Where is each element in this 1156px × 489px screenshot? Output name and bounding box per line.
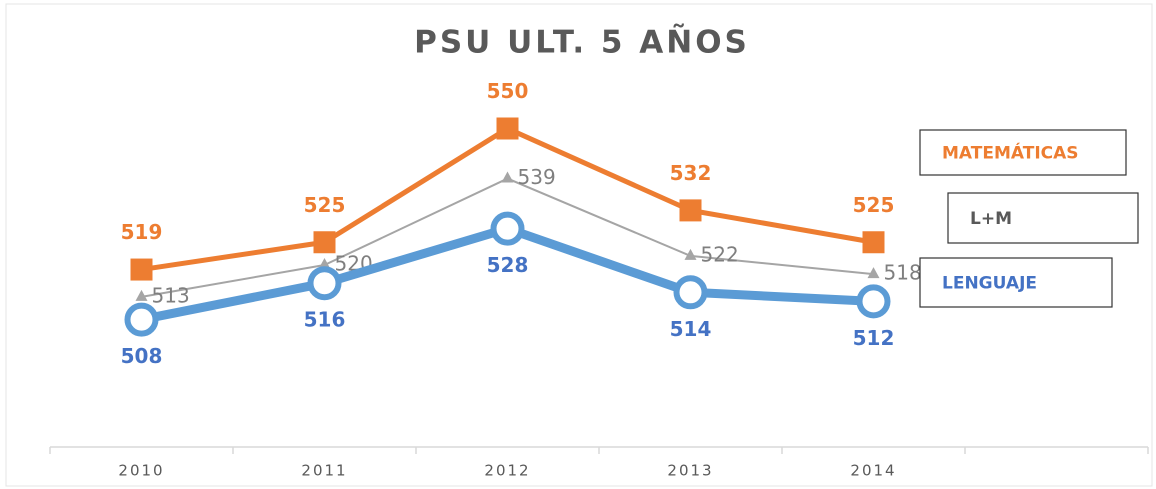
legend-box: [919, 257, 1113, 308]
marker: [679, 199, 702, 222]
marker: [490, 211, 525, 246]
data-label: 550: [487, 79, 529, 103]
x-tick-label: 2013: [667, 462, 713, 480]
data-label: 532: [670, 161, 712, 185]
x-tick-label: 2012: [484, 462, 530, 480]
legend-label: L+M: [970, 209, 1012, 229]
marker: [856, 284, 891, 319]
data-label: 514: [670, 317, 712, 341]
data-label: 528: [487, 253, 529, 277]
chart-frame: [5, 3, 1153, 487]
marker: [496, 117, 519, 140]
data-label: 516: [304, 308, 346, 332]
data-label: 522: [701, 242, 739, 266]
data-label: 508: [121, 344, 163, 368]
x-tick-label: 2011: [301, 462, 347, 480]
legend-label: MATEMÁTICAS: [942, 142, 1079, 164]
marker: [673, 275, 708, 310]
marker: [684, 248, 697, 260]
marker: [124, 302, 159, 337]
marker: [318, 258, 331, 269]
x-tick-label: 2010: [118, 462, 164, 480]
marker: [867, 267, 880, 279]
data-label: 518: [884, 261, 922, 285]
data-label: 525: [853, 193, 895, 217]
legend-box: [947, 192, 1139, 244]
x-tick-label: 2014: [850, 462, 896, 480]
marker: [135, 289, 148, 301]
marker: [313, 231, 336, 254]
marker: [130, 258, 153, 281]
data-label: 539: [518, 165, 556, 189]
marker: [501, 171, 514, 183]
chart-title: PSU ULT. 5 AÑOS: [414, 24, 750, 61]
marker: [307, 266, 342, 301]
data-label: 513: [152, 283, 190, 307]
data-label: 512: [853, 326, 895, 350]
data-label: 525: [304, 193, 346, 217]
legend-box: [919, 129, 1127, 176]
legend-label: LENGUAJE: [942, 274, 1037, 294]
data-label: 519: [121, 220, 163, 244]
marker: [862, 231, 885, 254]
